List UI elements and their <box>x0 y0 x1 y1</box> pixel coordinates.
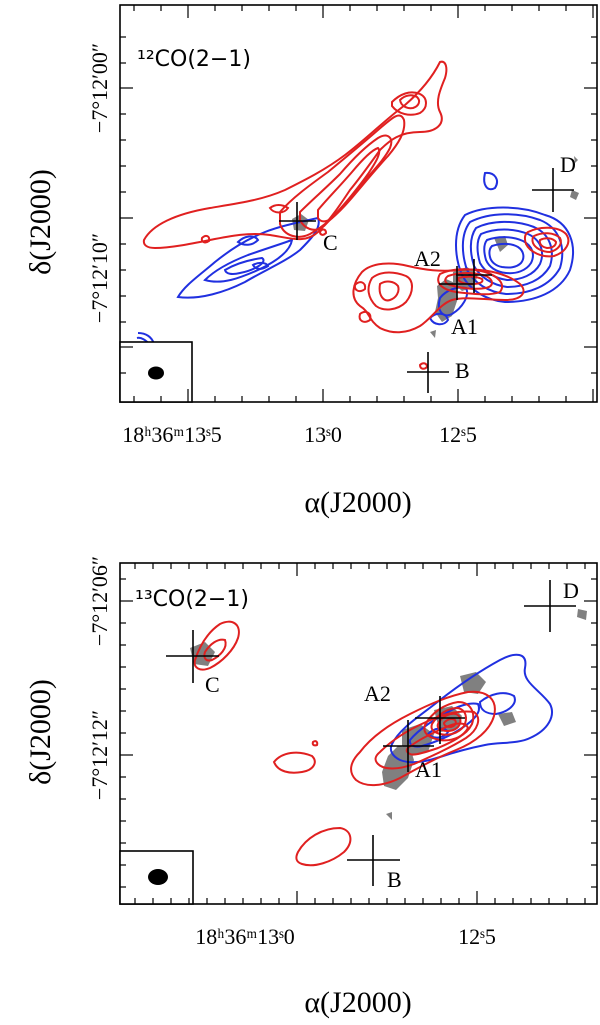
source-markers <box>279 168 574 393</box>
beam-inset <box>119 850 194 905</box>
source-label-b: B <box>455 358 470 383</box>
dec-tick-label: −7°12′00″ <box>87 43 112 133</box>
panel-13co: C A2 A1 B D ¹³CO(2−1) <box>24 556 598 1019</box>
dec-tick-label: −7°12′12″ <box>87 710 112 800</box>
source-markers <box>166 580 576 886</box>
beam-inset <box>119 341 193 403</box>
dec-tick-label: −7°12′06″ <box>87 556 112 646</box>
y-axis-title: δ(J2000) <box>24 169 57 275</box>
source-label-a1: A1 <box>451 314 478 339</box>
ra-ticks <box>134 563 586 904</box>
ra-tick-label: 18ʰ36ᵐ13ˢ0 <box>195 924 295 949</box>
source-label-d: D <box>560 152 576 177</box>
source-label-a2: A2 <box>364 681 391 706</box>
dec-tick-label: −7°12′10″ <box>87 233 112 323</box>
ra-tick-label: 18ʰ36ᵐ13ˢ5 <box>122 422 222 447</box>
molecule-label: ¹²CO(2−1) <box>137 47 251 72</box>
x-axis-title: α(J2000) <box>304 986 411 1019</box>
source-label-d: D <box>563 578 579 603</box>
dec-ticks <box>120 578 597 888</box>
ra-tick-label: 12ˢ5 <box>458 924 496 949</box>
blueshifted-contours <box>136 171 574 347</box>
source-label-b: B <box>387 867 402 892</box>
ra-ticks <box>133 5 594 402</box>
y-axis-title: δ(J2000) <box>24 679 57 785</box>
ra-tick-label: 13ˢ0 <box>304 422 342 447</box>
source-label-c: C <box>205 672 220 697</box>
x-axis-title: α(J2000) <box>304 486 411 519</box>
redshifted-contours <box>142 60 570 370</box>
ra-tick-label: 12ˢ5 <box>439 422 477 447</box>
source-label-c: C <box>323 230 338 255</box>
source-label-a2: A2 <box>414 246 441 271</box>
continuum-emission <box>190 609 587 820</box>
panel-12co: C A2 A1 B D ¹²CO(2−1) <box>24 4 598 519</box>
redshifted-contours <box>193 620 496 867</box>
molecule-label: ¹³CO(2−1) <box>135 587 249 612</box>
panel-frame <box>119 4 598 403</box>
source-label-a1: A1 <box>415 757 442 782</box>
dec-ticks <box>120 36 597 374</box>
